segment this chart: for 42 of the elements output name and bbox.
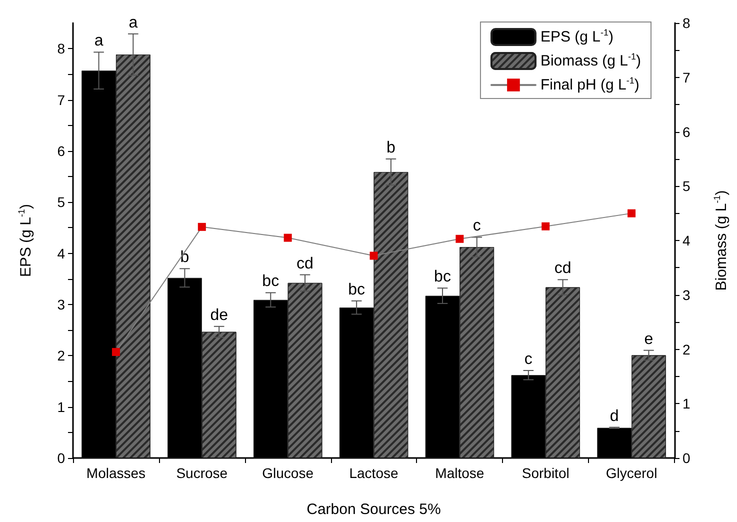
x-tick-label: Lactose <box>349 465 398 481</box>
y2-tick-label: 2 <box>682 341 690 358</box>
x-axis-title: Carbon Sources 5% <box>306 501 441 518</box>
x-tick-label: Maltose <box>435 465 484 481</box>
data-label: bc <box>434 268 451 286</box>
x-tick-label: Glucose <box>262 465 314 481</box>
data-label: cd <box>554 260 572 278</box>
y2-axis-title: Biomass (g L-1) <box>712 190 730 291</box>
y-tick-label: 2 <box>57 348 66 364</box>
y2-tick-label: 7 <box>682 69 690 86</box>
y-tick-label: 0 <box>57 450 66 466</box>
y2-tick-label: 3 <box>682 286 690 303</box>
x-tick-label: Molasses <box>86 465 146 481</box>
y-tick-label: 4 <box>57 245 66 262</box>
data-label: bc <box>348 281 366 298</box>
data-label: c <box>472 218 481 235</box>
y-tick-label: 3 <box>57 296 66 312</box>
data-label: a <box>128 14 138 32</box>
data-label: e <box>644 330 654 348</box>
y2-tick-label: 0 <box>682 450 690 466</box>
data-label: d <box>610 408 619 425</box>
data-label: b <box>386 139 396 156</box>
data-label: b <box>180 249 190 266</box>
y-tick-label: 6 <box>57 142 66 159</box>
data-label: a <box>94 32 104 50</box>
y-tick-label: 7 <box>57 92 66 108</box>
y2-tick-label: 6 <box>682 124 690 140</box>
y-axis-title: EPS (g L-1) <box>16 204 34 278</box>
data-label: c <box>524 350 532 368</box>
y-tick-label: 8 <box>57 40 66 57</box>
data-label: cd <box>296 255 314 272</box>
data-label: bc <box>262 273 280 290</box>
y2-tick-label: 8 <box>682 15 690 31</box>
data-label: de <box>210 306 228 324</box>
x-tick-label: Glycerol <box>606 465 658 481</box>
y2-tick-label: 4 <box>682 232 690 248</box>
y-tick-label: 1 <box>57 398 66 415</box>
y-tick-label: 5 <box>57 194 66 210</box>
x-tick-label: Sucrose <box>176 465 228 481</box>
y2-tick-label: 1 <box>682 396 690 412</box>
y2-tick-label: 5 <box>682 178 690 194</box>
x-tick-label: Sorbitol <box>522 465 570 481</box>
